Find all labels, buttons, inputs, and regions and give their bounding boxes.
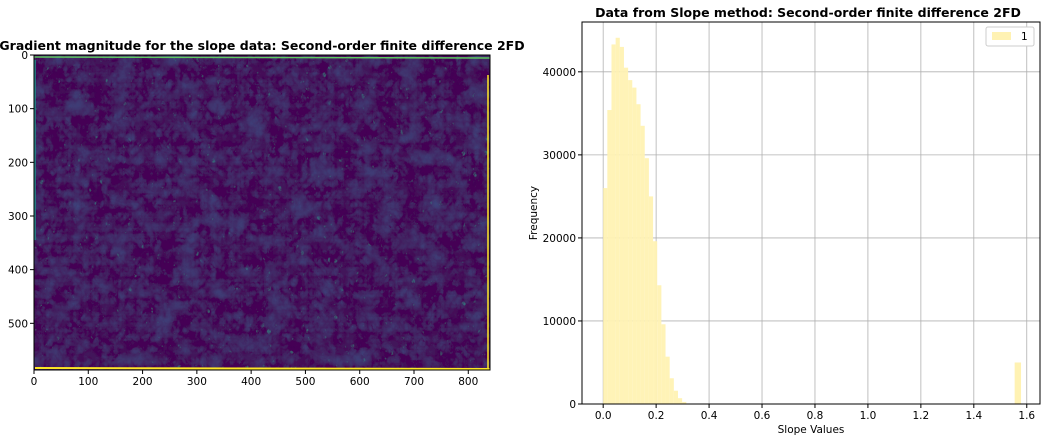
heatmap-x-tick-label: 400 [241, 376, 261, 388]
heatmap-frame [33, 54, 491, 371]
histogram-bar [669, 378, 674, 404]
heatmap-y-tick-label: 400 [8, 265, 28, 277]
heatmap-edge-bottom [34, 367, 491, 370]
histogram-bar [682, 401, 687, 404]
histogram-bar [623, 67, 629, 404]
histogram-bar [665, 356, 670, 404]
histogram-bar [648, 196, 654, 404]
x-tick-label: 1.2 [913, 410, 930, 422]
histogram-bar [657, 285, 662, 404]
heatmap-y-tick-label: 500 [8, 318, 28, 330]
histogram-bar-outlier [1014, 362, 1022, 404]
x-tick-label: 1.6 [1018, 410, 1035, 422]
heatmap-panel: Gradient magnitude for the slope data: S… [0, 38, 525, 388]
y-tick-label: 0 [569, 399, 576, 411]
heatmap-y-tick-label: 0 [21, 50, 28, 62]
heatmap-axes: 0 100 200 300 400 500 600 700 800 0 100 200 300 400 50… [8, 50, 478, 388]
legend: 1 [985, 26, 1035, 47]
y-tick-label: 10000 [543, 316, 576, 328]
heatmap-image [34, 55, 490, 370]
histogram-bar [661, 324, 666, 404]
histogram-bars [603, 37, 1022, 405]
x-tick-label: 0.0 [595, 410, 612, 422]
histogram-bar [677, 398, 683, 404]
heatmap-y-tick-label: 100 [8, 104, 28, 116]
histogram-axes: 0.0 0.2 0.4 0.6 0.8 1.0 1.2 1.4 1.6 0 10000 20000 30… [543, 67, 1036, 422]
heatmap-x-tick-label: 200 [133, 376, 153, 388]
histogram-bar [611, 44, 616, 404]
heatmap-x-tick-label: 700 [404, 376, 424, 388]
x-tick-label: 1.4 [965, 410, 982, 422]
histogram-title: Data from Slope method: Second-order fin… [595, 5, 1021, 20]
histogram-frame [581, 21, 1041, 405]
legend-label: 1 [1021, 31, 1028, 43]
x-tick-label: 0.2 [648, 410, 665, 422]
heatmap-y-tick-label: 200 [8, 157, 28, 169]
x-tick-label: 0.6 [754, 410, 771, 422]
heatmap-edge-top [33, 56, 491, 59]
histogram-bar [653, 241, 658, 404]
x-tick-label: 0.4 [701, 410, 718, 422]
histogram-bar [619, 46, 624, 404]
histogram-bar [607, 110, 612, 404]
histogram-bar [644, 158, 649, 404]
legend-swatch [992, 32, 1011, 40]
histogram-panel: Data from Slope method: Second-order fin… [528, 5, 1041, 436]
histogram-bar [632, 87, 637, 405]
x-tick-label: 1.0 [860, 410, 877, 422]
histogram-bar [640, 125, 645, 404]
heatmap-x-tick-label: 800 [458, 376, 478, 388]
y-tick-label: 20000 [543, 233, 576, 245]
heatmap-x-tick-label: 0 [31, 376, 38, 388]
x-tick-label: 0.8 [807, 410, 824, 422]
histogram-bar [615, 37, 620, 404]
histogram-bar [636, 104, 641, 404]
x-axis-label: Slope Values [778, 424, 845, 436]
heatmap-x-tick-label: 100 [78, 376, 98, 388]
heatmap-x-tick-label: 500 [295, 376, 315, 388]
y-tick-label: 30000 [543, 150, 576, 162]
histogram-bar [673, 390, 678, 404]
histogram-bar [628, 80, 633, 404]
heatmap-title: Gradient magnitude for the slope data: S… [0, 38, 525, 53]
heatmap-x-tick-label: 300 [187, 376, 207, 388]
y-tick-label: 40000 [543, 67, 576, 79]
y-axis-label: Frequency [528, 186, 540, 240]
heatmap-x-tick-label: 600 [350, 376, 370, 388]
histogram-bar [603, 188, 608, 404]
heatmap-y-tick-label: 300 [8, 211, 28, 223]
